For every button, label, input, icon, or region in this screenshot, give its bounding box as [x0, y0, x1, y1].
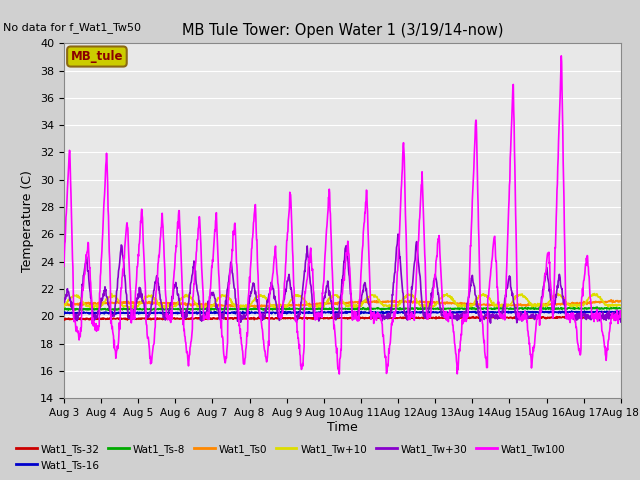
Legend: Wat1_Ts-32, Wat1_Ts-16, Wat1_Ts-8, Wat1_Ts0, Wat1_Tw+10, Wat1_Tw+30, Wat1_Tw100: Wat1_Ts-32, Wat1_Ts-16, Wat1_Ts-8, Wat1_…	[12, 439, 570, 475]
Title: MB Tule Tower: Open Water 1 (3/19/14-now): MB Tule Tower: Open Water 1 (3/19/14-now…	[182, 23, 503, 38]
Y-axis label: Temperature (C): Temperature (C)	[22, 170, 35, 272]
Text: No data for f_Wat1_Tw50: No data for f_Wat1_Tw50	[3, 22, 141, 33]
Text: MB_tule: MB_tule	[70, 50, 123, 63]
X-axis label: Time: Time	[327, 421, 358, 434]
